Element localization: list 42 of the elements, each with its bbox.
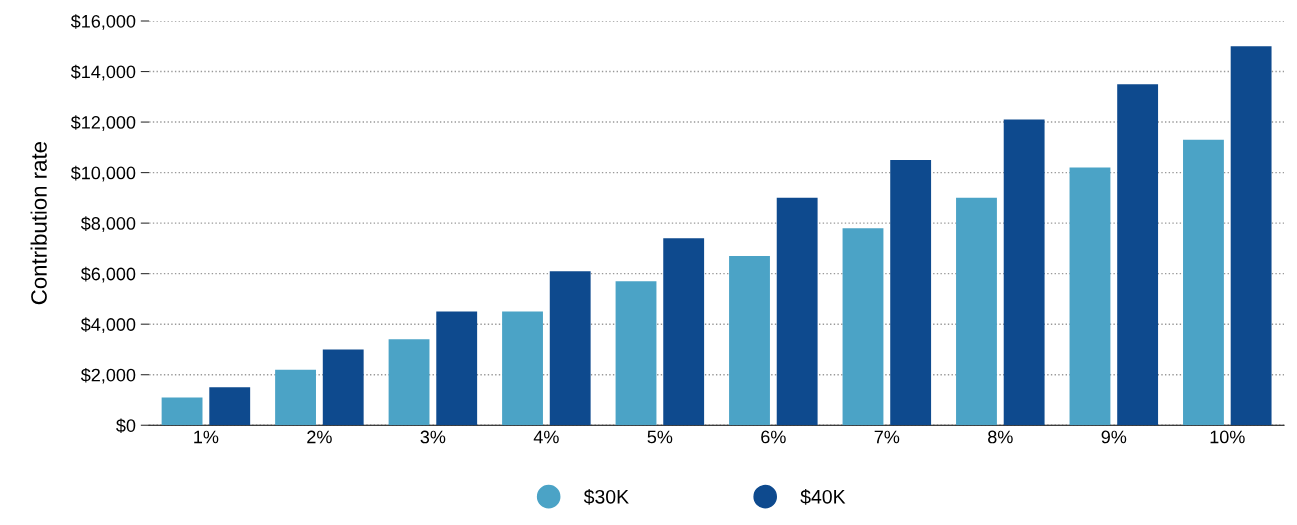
bar	[502, 311, 543, 426]
bar	[776, 197, 818, 426]
x-tick-label: 9%	[1101, 430, 1127, 444]
bar	[322, 349, 364, 426]
y-tick-label: $14,000	[70, 64, 136, 81]
bar	[890, 159, 932, 426]
y-tick-label: $4,000	[80, 317, 136, 334]
x-tick-label: 5%	[647, 430, 673, 444]
x-tick-label: 2%	[307, 430, 332, 444]
x-tick-label: 8%	[988, 430, 1013, 444]
y-tick-label: $2,000	[80, 367, 136, 384]
y-tick-label: $6,000	[80, 266, 136, 283]
bar	[275, 369, 316, 426]
x-tick-label: 7%	[874, 430, 900, 444]
bar	[1069, 167, 1111, 426]
y-tick-label: $8,000	[80, 216, 136, 232]
bar	[1183, 139, 1224, 426]
bar	[436, 311, 478, 426]
bar	[663, 238, 705, 426]
legend-label: $30K	[583, 489, 629, 505]
legend-label: $40K	[800, 489, 846, 505]
bar	[729, 255, 770, 426]
x-tick-label: 6%	[761, 430, 786, 444]
bar	[388, 339, 430, 426]
y-axis-title: Contribution rate	[30, 141, 47, 305]
y-tick-label: $16,000	[70, 14, 136, 30]
bar	[1230, 46, 1272, 426]
x-tick-label: 3%	[420, 430, 446, 444]
x-tick-label: 4%	[533, 430, 559, 444]
x-tick-label: 1%	[194, 430, 219, 444]
bar	[842, 228, 884, 426]
bar	[549, 271, 591, 426]
y-tick-label: $12,000	[70, 115, 136, 131]
bar	[1117, 84, 1159, 426]
y-tick-label: $0	[116, 418, 136, 434]
bar	[161, 397, 203, 426]
x-tick-label: 10%	[1210, 430, 1245, 444]
bar	[956, 197, 997, 426]
bar	[1003, 119, 1045, 426]
bar	[615, 281, 657, 426]
y-tick-label: $10,000	[70, 165, 136, 182]
bar	[209, 387, 251, 426]
